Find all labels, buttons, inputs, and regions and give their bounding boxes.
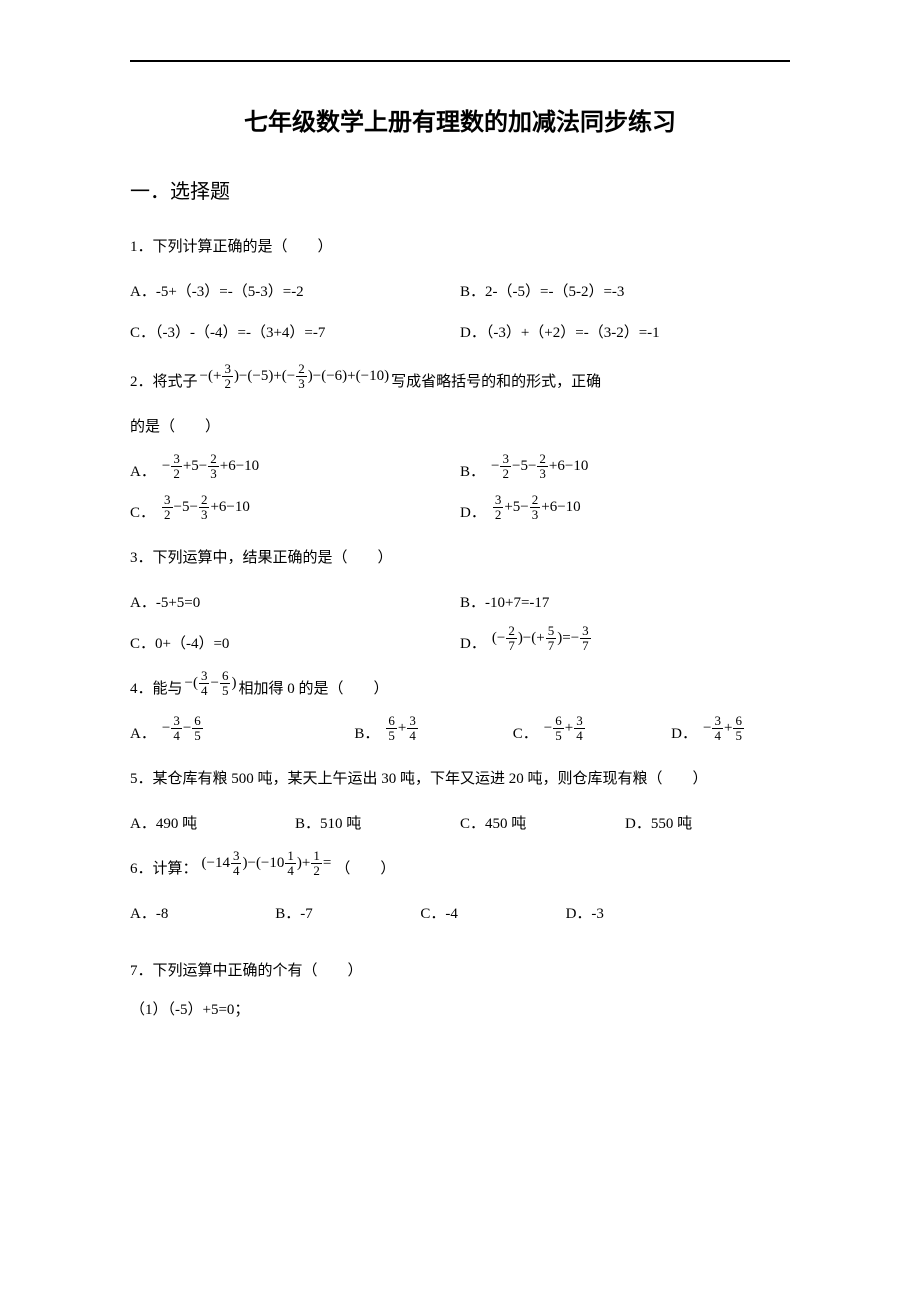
q2-e6: )−(−6)+(−10) [308,357,389,396]
worksheet-page: 七年级数学上册有理数的加减法同步练习 一．选择题 1．下列计算正确的是（ ） A… [0,0,920,1070]
q2-opt-d: D． 32 +5− 23 +6−10 [460,494,790,533]
q1-row2: C．（-3）-（-4）=-（3+4）=-7 D．（-3）+（+2）=-（3-2）… [130,314,790,353]
q6-opt-c: C．-4 [420,895,565,934]
q6-opt-b: B．-7 [275,895,420,934]
q2-stem-c: 的是（ ） [130,408,790,447]
q5-opt-d: D．550 吨 [625,805,790,844]
q4-stem: 4．能与 −( 34 − 65 ) 相加得 0 的是（ ） [130,670,790,709]
q2-c-expr: 32 −5− 23 +6−10 [161,488,250,527]
page-title: 七年级数学上册有理数的加减法同步练习 [130,102,790,137]
q2-opt-b: B． − 32 −5− 23 +6−10 [460,453,790,492]
q1-stem: 1．下列计算正确的是（ ） [130,228,790,267]
q3-opt-a: A．-5+5=0 [130,584,460,623]
q4-row: A． − 34 − 65 B． 65 + 34 C． − 65 + 34 [130,715,790,754]
q3-row1: A．-5+5=0 B．-10+7=-17 [130,584,790,623]
q2-e3: )−(−5)+(− [234,357,295,396]
q2-b-expr: − 32 −5− 23 +6−10 [491,447,588,486]
q2-stem-a: 2．将式子 [130,363,198,402]
q5-opt-c: C．450 吨 [460,805,625,844]
q1-opt-a: A．-5+（-3）=-（5-3）=-2 [130,273,460,312]
q2-opt-c: C． 32 −5− 23 +6−10 [130,494,460,533]
q4-opt-a: A． − 34 − 65 [130,715,354,754]
q1-row1: A．-5+（-3）=-（5-3）=-2 B．2-（-5）=-（5-2）=-3 [130,273,790,312]
q2-d-label: D． [460,494,486,533]
q4-opt-d: D． − 34 + 65 [671,715,790,754]
q3-opt-b: B．-10+7=-17 [460,584,790,623]
q4-stem-b: 相加得 0 的是（ ） [238,670,388,709]
q2-a-label: A． [130,453,156,492]
q6-opt-d: D．-3 [566,895,711,934]
q6-stem: 6．计算： (−14 34 )−(−10 14 )+ 12 = （ ） [130,850,790,889]
q2-e-frac1: 32 [222,362,233,390]
q2-d-expr: 32 +5− 23 +6−10 [492,488,581,527]
q2-a-expr: − 32 +5− 23 +6−10 [162,447,259,486]
q5-opt-a: A．490 吨 [130,805,295,844]
q5-row: A．490 吨 B．510 吨 C．450 吨 D．550 吨 [130,805,790,844]
q4-expr: −( 34 − 65 ) [185,664,237,703]
q7-l1: （1）（-5）+5=0； [130,997,790,1024]
q2-row2: C． 32 −5− 23 +6−10 D． 32 +5− 23 +6−10 [130,494,790,533]
q1-opt-b: B．2-（-5）=-（5-2）=-3 [460,273,790,312]
q4-opt-c: C． − 65 + 34 [513,715,671,754]
q4-opt-b: B． 65 + 34 [354,715,512,754]
q3-stem: 3．下列运算中，结果正确的是（ ） [130,539,790,578]
q5-opt-b: B．510 吨 [295,805,460,844]
q6-opt-a: A．-8 [130,895,275,934]
q4-stem-a: 4．能与 [130,670,183,709]
q6-stem-b: （ ） [335,850,395,889]
q2-e-frac2: 23 [296,362,307,390]
section-heading: 一．选择题 [130,175,790,204]
q2-stem-line1: 2．将式子 −(+ 32 )−(−5)+(− 23 )−(−6)+(−10) 写… [130,363,790,402]
q2-opt-a: A． − 32 +5− 23 +6−10 [130,453,460,492]
q2-stem-b: 写成省略括号的和的形式，正确 [391,363,601,402]
q6-expr: (−14 34 )−(−10 14 )+ 12 = [202,844,332,883]
q3-row2: C．0+（-4）=0 D． (− 27 )−(+ 57 )=− 37 [130,625,790,664]
q3-opt-d: D． (− 27 )−(+ 57 )=− 37 [460,625,790,664]
q6-stem-a: 6．计算： [130,850,198,889]
top-rule [130,60,790,62]
q2-e0: −(+ [200,357,222,396]
q7-stem: 7．下列运算中正确的个有（ ） [130,952,790,991]
q5-stem: 5．某仓库有粮 500 吨，某天上午运出 30 吨，下年又运进 20 吨，则仓库… [130,760,790,799]
q2-expr: −(+ 32 )−(−5)+(− 23 )−(−6)+(−10) [200,357,390,396]
q2-row1: A． − 32 +5− 23 +6−10 B． − 32 −5− 23 +6−1… [130,453,790,492]
q2-c-label: C． [130,494,155,533]
q3-opt-c: C．0+（-4）=0 [130,625,460,664]
q1-opt-c: C．（-3）-（-4）=-（3+4）=-7 [130,314,460,353]
q3-d-expr: (− 27 )−(+ 57 )=− 37 [492,619,592,658]
q1-opt-d: D．（-3）+（+2）=-（3-2）=-1 [460,314,790,353]
q2-b-label: B． [460,453,485,492]
q3-d-label: D． [460,625,486,664]
q6-row: A．-8 B．-7 C．-4 D．-3 [130,895,790,934]
